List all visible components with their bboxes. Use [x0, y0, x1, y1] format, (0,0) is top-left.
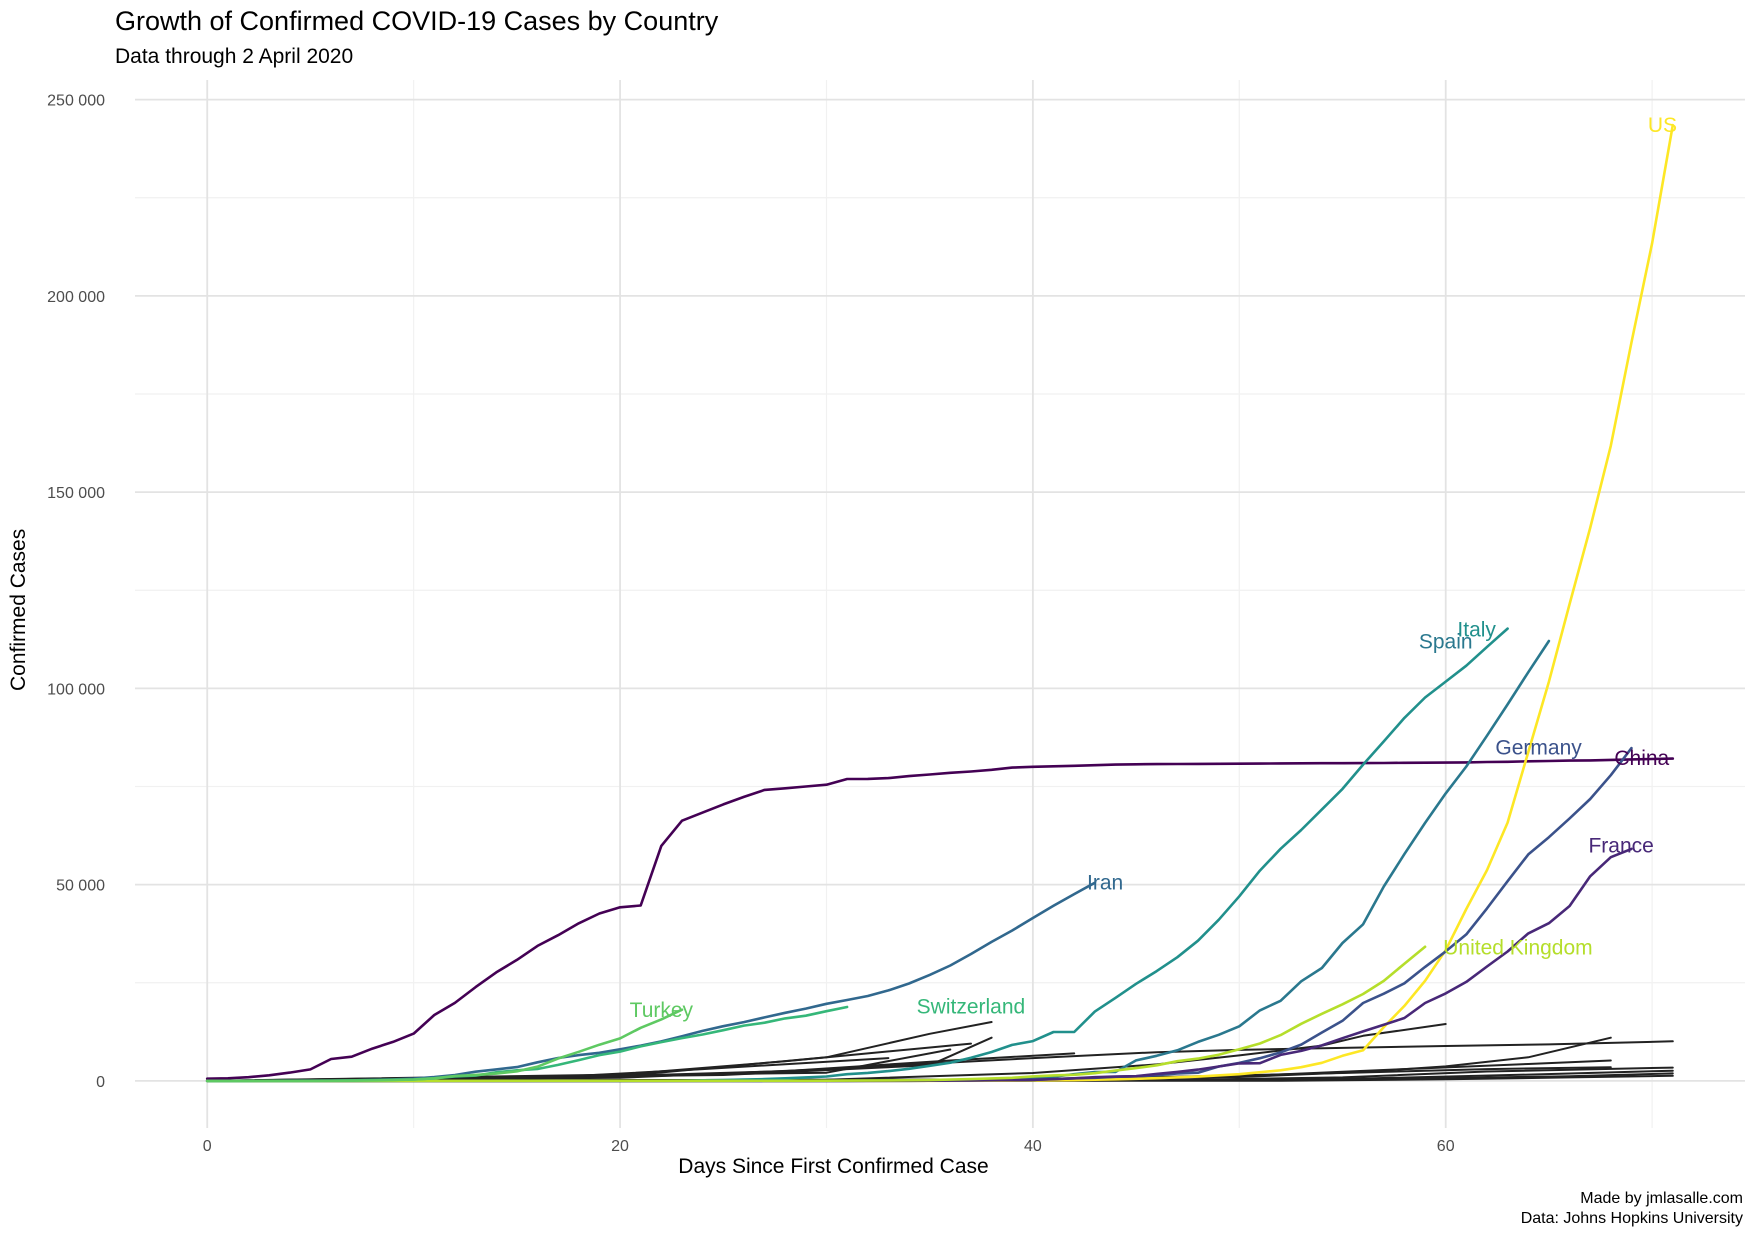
x-tick-label: 40: [1024, 1138, 1042, 1155]
y-tick-label: 150 000: [47, 485, 105, 502]
caption-source: Data: Johns Hopkins University: [1520, 1210, 1743, 1227]
chart-title: Growth of Confirmed COVID-19 Cases by Co…: [115, 6, 719, 36]
caption-author: Made by jmlasalle.com: [1580, 1190, 1743, 1207]
series-label-france: France: [1588, 834, 1653, 857]
x-tick-label: 0: [203, 1138, 212, 1155]
minor-gridlines: [135, 80, 1745, 1128]
series-label-united-kingdom: United Kingdom: [1443, 936, 1592, 959]
y-tick-label: 100 000: [47, 681, 105, 698]
y-tick-label: 50 000: [56, 878, 105, 895]
series-label-turkey: Turkey: [630, 999, 694, 1022]
caption: Made by jmlasalle.com Data: Johns Hopkin…: [1521, 1189, 1743, 1229]
series-line-italy: [205, 627, 1509, 1083]
y-tick-label: 200 000: [47, 289, 105, 306]
series-label-iran: Iran: [1087, 872, 1123, 895]
y-axis-label: Confirmed Cases: [7, 528, 30, 691]
x-axis-ticks: 0 20 40 60: [203, 1138, 1455, 1155]
x-tick-label: 60: [1437, 1138, 1455, 1155]
background-series: [206, 1021, 1674, 1082]
series-line-turkey: [205, 1008, 684, 1083]
y-tick-label: 250 000: [47, 93, 105, 110]
series-line-germany: [205, 746, 1633, 1083]
chart-subtitle: Data through 2 April 2020: [115, 45, 354, 68]
series-line-other: [206, 1042, 972, 1082]
y-axis-ticks: 0 50 000 100 000 150 000 200 000 250 000: [47, 93, 105, 1091]
series-label-spain: Spain: [1419, 630, 1473, 653]
highlighted-series: [205, 123, 1675, 1083]
series-line-other: [206, 1040, 1674, 1082]
y-tick-label: 0: [96, 1074, 105, 1091]
x-axis-label-wrap: Days Since First Confirmed Case: [0, 1155, 1753, 1179]
series-label-switzerland: Switzerland: [917, 995, 1026, 1018]
x-axis-label: Days Since First Confirmed Case: [678, 1155, 989, 1178]
series-label-china: China: [1614, 747, 1669, 770]
x-tick-label: 20: [611, 1138, 629, 1155]
series-line-china: [205, 757, 1675, 1080]
series-label-italy: Italy: [1457, 619, 1496, 642]
series-label-germany: Germany: [1495, 736, 1582, 759]
series-label-us: US: [1648, 114, 1677, 137]
series-line-united-kingdom: [205, 945, 1427, 1083]
